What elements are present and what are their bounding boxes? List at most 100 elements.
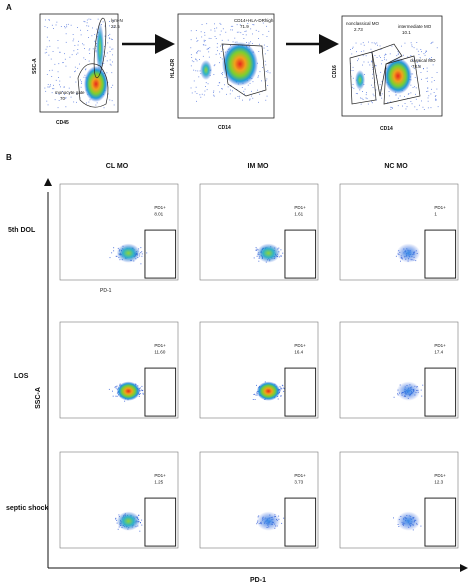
plot2-y-axis: HLA-DR (170, 58, 176, 78)
plot1-lymph-value: 22.5 (111, 24, 120, 29)
cell-frame (339, 321, 459, 419)
cell-r0-c2: PD1+ 1 (339, 183, 459, 281)
cell-density-core (256, 381, 281, 401)
cell-density-core (256, 243, 281, 263)
cell-density-core (256, 511, 281, 531)
plot3-x-axis: CD14 (380, 126, 393, 132)
cell-density-core (116, 243, 141, 263)
cell-r0-c1: PD1+ 1.61 (199, 183, 319, 281)
cell-density-core (116, 511, 141, 531)
col-header-0: CL MO (106, 163, 129, 170)
cell-pd1-gate (144, 229, 177, 279)
cell-r2-c1: PD1+ 3.73 (199, 451, 319, 549)
cell-gate-label: PD1+ (154, 473, 166, 478)
cell-density-core (116, 381, 141, 401)
cell-density-core (396, 243, 421, 263)
plot1-mono-label: monocyte gate (55, 90, 85, 95)
cell-gate-value: 1 (434, 212, 437, 217)
cell-frame (59, 321, 179, 419)
cell-pd1-gate (284, 497, 317, 547)
cell-gate-value: 1.25 (154, 480, 163, 485)
cell-gate-label: PD1+ (434, 473, 446, 478)
panel-b-grid: PD1+8.01PD1+1.61PD1+1PD1+11.60PD1+16.4PD… (59, 183, 459, 549)
cell-pd1-gate (424, 497, 457, 547)
plot1-lymph-label: lym-N (111, 18, 123, 23)
cell-pd1-gate (424, 367, 457, 417)
cell-gate-label: PD1+ (434, 343, 446, 348)
cell-r2-c0: PD1+ 1.25 (59, 451, 179, 549)
cell-gate-value: 3.73 (294, 480, 303, 485)
cell-gate-value: 11.60 (154, 350, 165, 355)
cell-gate-label: PD1+ (154, 205, 166, 210)
ssc-axis-arrowhead (44, 178, 52, 186)
cell-gate-value: 1.61 (294, 212, 303, 217)
cell-frame (199, 321, 319, 419)
plot1-lymph-cloud (96, 22, 104, 74)
cell-gate-value: 17.4 (434, 350, 443, 355)
cell-frame (59, 451, 179, 549)
plot3-cl-label: classical MO (410, 58, 436, 63)
plot3-cl-gate (383, 55, 421, 105)
panel-a-label: A (6, 3, 12, 12)
cell-gate-label: PD1+ (294, 343, 306, 348)
cell-pd1-gate (284, 229, 317, 279)
plot3-nc-value: 2.73 (354, 27, 363, 32)
plot3-nc-gate (349, 51, 377, 105)
cell-density-core (396, 511, 421, 531)
plot1-lymph-gate (93, 17, 107, 79)
cell-r1-c1: PD1+ 16.4 (199, 321, 319, 419)
cell-gate-label: PD1+ (434, 205, 446, 210)
row-header-2: septic shock (6, 505, 49, 512)
col-header-2: NC MO (384, 163, 408, 170)
plot2-x-axis: CD14 (218, 125, 231, 131)
cell-r1-c0: PD1+ 11.60 (59, 321, 179, 419)
cell-density-core (396, 381, 421, 401)
cell-pd1-gate (144, 497, 177, 547)
cell-gate-value: 12.3 (434, 480, 443, 485)
cell-pd1-gate (424, 229, 457, 279)
plot2-left-cloud (200, 60, 212, 80)
cell-pd1-gate (284, 367, 317, 417)
cell-r2-c2: PD1+ 12.3 (339, 451, 459, 549)
cell-frame (339, 183, 459, 281)
plot2-gate-label: CD14+HLA-DRhigh (234, 18, 274, 23)
cell-pd1-gate (144, 367, 177, 417)
pd1-axis-label: PD-1 (250, 577, 266, 584)
cell-gate-label: PD1+ (294, 205, 306, 210)
plot1-x-axis: CD45 (56, 120, 69, 126)
plot2-gate (221, 43, 267, 97)
plot3-im-label: intermediate MO (398, 24, 432, 29)
plot2-gate-value: 71.9 (240, 24, 249, 29)
plot2-cloud (222, 42, 258, 86)
cell-r1-c2: PD1+ 17.4 (339, 321, 459, 419)
plot3-y-axis: CD16 (332, 65, 338, 78)
row-header-0: 5th DOL (8, 227, 36, 234)
cell-x-axis-label: PD-1 (100, 288, 112, 294)
plot3-nc-label: nonclassical MO (346, 21, 380, 26)
plot3-im-gate (371, 43, 403, 97)
plot3-classical-cloud (384, 58, 412, 94)
cell-r0-c0: PD1+ 8.01 (59, 183, 179, 281)
plot1-mono-gate (77, 63, 109, 108)
panel-a-plot3: nonclassical MO 2.73 intermediate MO 10.… (332, 15, 443, 132)
plot3-nc-cloud (355, 70, 365, 90)
plot1-mono-cloud (84, 66, 108, 102)
panel-a-plot2: CD14+HLA-DRhigh 71.9 CD14 HLA-DR (170, 13, 275, 131)
cell-gate-value: 16.4 (294, 350, 303, 355)
plot3-im-value: 10.1 (402, 30, 411, 35)
row-header-1: LOS (14, 373, 29, 380)
cell-gate-label: PD1+ (154, 343, 166, 348)
plot3-cl-value: 74.8 (412, 64, 421, 69)
col-header-1: IM MO (248, 163, 270, 170)
ssc-axis-label: SSC-A (35, 387, 42, 409)
plot1-mono-value: 70 (60, 96, 66, 101)
cell-frame (199, 451, 319, 549)
cell-frame (59, 183, 179, 281)
plot1-frame (39, 13, 119, 113)
pd1-axis-arrowhead (460, 564, 468, 572)
cell-frame (199, 183, 319, 281)
panel-a-plot1: lym-N 22.5 monocyte gate 70 CD45 SSC-A (32, 13, 123, 126)
plot1-y-axis: SSC-A (32, 58, 38, 74)
panel-b-label: B (6, 153, 12, 162)
